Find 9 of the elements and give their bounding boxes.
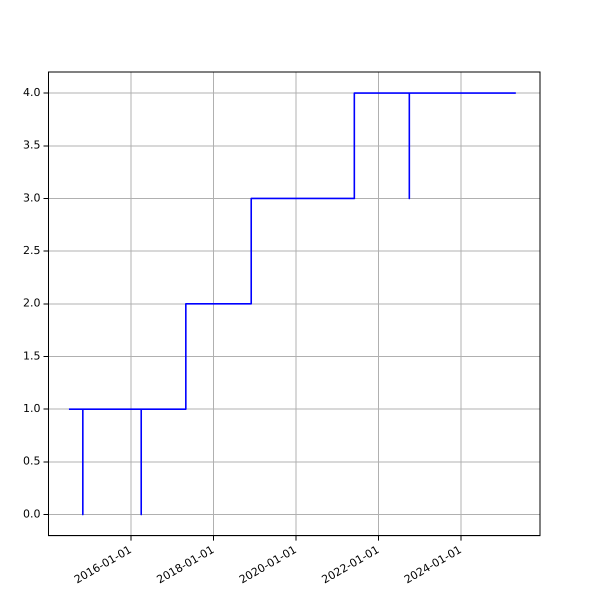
y-tick-label: 2.5 [22,244,40,257]
y-tick-label: 1.5 [22,349,40,362]
y-tick-label: 2.0 [22,296,40,310]
y-tick-label: 1.0 [22,402,40,416]
y-tick-label: 3.5 [22,138,40,152]
y-tick-label: 0.0 [22,507,40,520]
y-tick-label: 3.0 [22,191,40,204]
y-tick-label: 4.0 [22,86,40,99]
y-tick-label: 0.5 [22,454,40,468]
